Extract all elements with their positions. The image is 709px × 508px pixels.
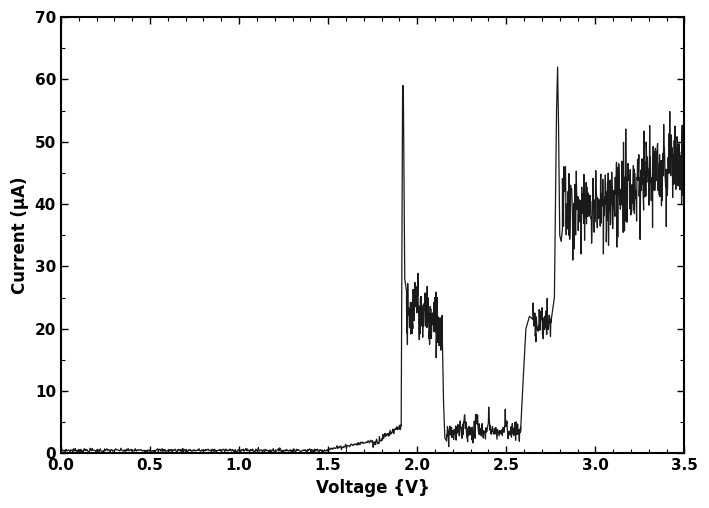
X-axis label: Voltage {V}: Voltage {V} — [316, 479, 430, 497]
Y-axis label: Current (μA): Current (μA) — [11, 177, 29, 294]
